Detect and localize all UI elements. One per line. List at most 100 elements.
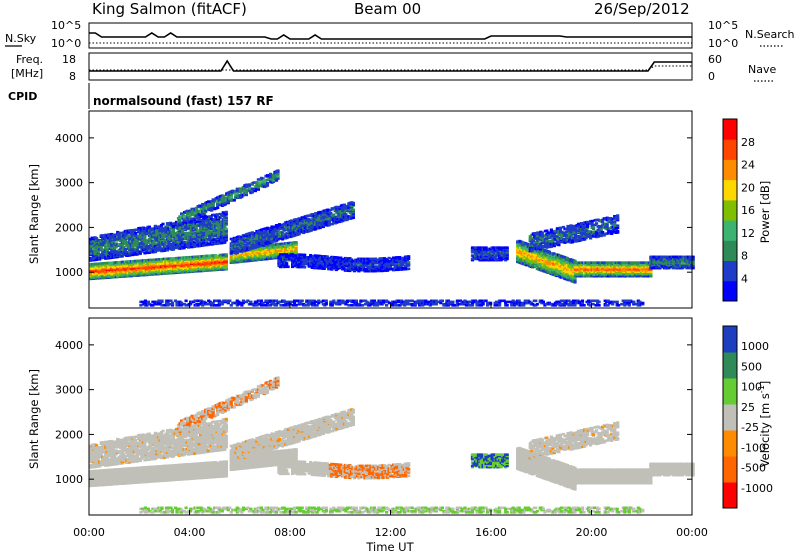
power-cell — [114, 233, 118, 236]
power-cell — [375, 265, 379, 268]
power-cell — [389, 265, 393, 269]
power-cell — [330, 222, 334, 226]
power-cell — [181, 238, 185, 241]
power-cell — [167, 239, 171, 243]
power-cell — [202, 205, 206, 209]
power-cell — [276, 172, 280, 176]
power-cell — [344, 213, 348, 216]
nsky-tick-bottom: 10^0 — [51, 37, 81, 50]
power-cell — [187, 215, 191, 219]
power-cell — [278, 253, 283, 256]
power-cell — [335, 220, 339, 223]
power-cell — [265, 182, 270, 185]
power-cell — [185, 244, 189, 247]
power-cell — [135, 253, 139, 256]
power-cell — [196, 215, 200, 218]
power-cell — [131, 253, 135, 257]
power-cell — [270, 234, 274, 237]
power-cell — [122, 245, 126, 249]
power-cell — [345, 204, 349, 208]
nsky-frame — [88, 22, 693, 49]
power-cell — [225, 196, 229, 200]
power-cell — [318, 267, 322, 270]
power-cell — [318, 226, 322, 229]
power-cell — [363, 267, 367, 271]
power-cell — [238, 236, 242, 239]
power-cell — [167, 242, 171, 245]
power-cell — [131, 228, 135, 232]
power-cell — [186, 209, 190, 213]
power-cell — [238, 240, 242, 244]
power-cell — [327, 214, 331, 218]
power-cell — [181, 231, 185, 234]
power-cell — [196, 222, 200, 226]
power-cell — [505, 257, 509, 261]
power-cell — [123, 247, 127, 251]
power-cell — [215, 213, 219, 216]
power-cell — [152, 240, 156, 244]
power-cell — [315, 222, 319, 226]
power-cell — [224, 237, 228, 241]
power-cell — [244, 183, 248, 187]
power-cell — [335, 205, 339, 209]
power-cell — [129, 251, 133, 255]
power-cell — [125, 240, 129, 244]
power-cell — [238, 246, 242, 249]
power-cell — [348, 211, 352, 215]
power-cell — [217, 203, 221, 207]
power-cell — [297, 217, 301, 220]
power-cell — [261, 177, 265, 180]
power-cell — [224, 210, 228, 214]
date-title: 26/Sep/2012 — [594, 0, 690, 18]
power-cell — [252, 181, 256, 184]
power-cell — [264, 180, 268, 183]
power-cell — [214, 224, 218, 228]
power-cell — [256, 186, 260, 189]
power-data-cells — [89, 169, 695, 307]
power-cell — [321, 225, 325, 229]
power-cell — [261, 242, 265, 246]
power-cell — [256, 178, 260, 181]
power-cell — [324, 220, 328, 223]
power-cell — [520, 244, 524, 247]
power-cell — [291, 265, 295, 269]
power-cell — [199, 208, 203, 211]
freq-series-line — [89, 59, 692, 72]
power-cell — [138, 245, 142, 249]
power-cell — [161, 235, 165, 238]
power-cell — [243, 245, 247, 249]
power-cell — [265, 178, 270, 182]
power-cell — [207, 202, 211, 206]
power-cell — [329, 212, 333, 215]
nsky-tick-top: 10^5 — [51, 19, 81, 32]
power-cell — [265, 184, 270, 187]
power-cell — [96, 245, 100, 249]
power-cell — [184, 214, 188, 218]
power-cell — [322, 267, 326, 270]
power-cell — [134, 231, 138, 235]
power-cell — [181, 243, 185, 247]
power-cell — [284, 225, 288, 229]
nsearch-tick-bottom: 10^0 — [708, 37, 738, 50]
power-cell — [484, 246, 488, 249]
station-title: King Salmon (fitACF) — [92, 0, 247, 18]
power-cell — [128, 234, 132, 238]
freq-tick-top: 18 — [62, 53, 76, 66]
power-cell — [184, 219, 188, 222]
power-cell — [101, 234, 105, 237]
power-cell — [259, 240, 263, 244]
power-cell — [238, 248, 242, 251]
power-cell — [294, 241, 298, 244]
power-cell — [324, 217, 328, 221]
power-cell — [229, 193, 233, 197]
power-cell — [244, 236, 248, 240]
power-cell — [401, 263, 405, 267]
nsky-strip: N.Sky 10^5 10^0 10^5 10^0 N.Search — [5, 19, 795, 50]
power-cell — [407, 263, 411, 266]
power-cell — [277, 230, 282, 234]
power-cell — [407, 260, 411, 264]
freq-frame — [88, 52, 693, 81]
power-cell — [407, 255, 411, 258]
